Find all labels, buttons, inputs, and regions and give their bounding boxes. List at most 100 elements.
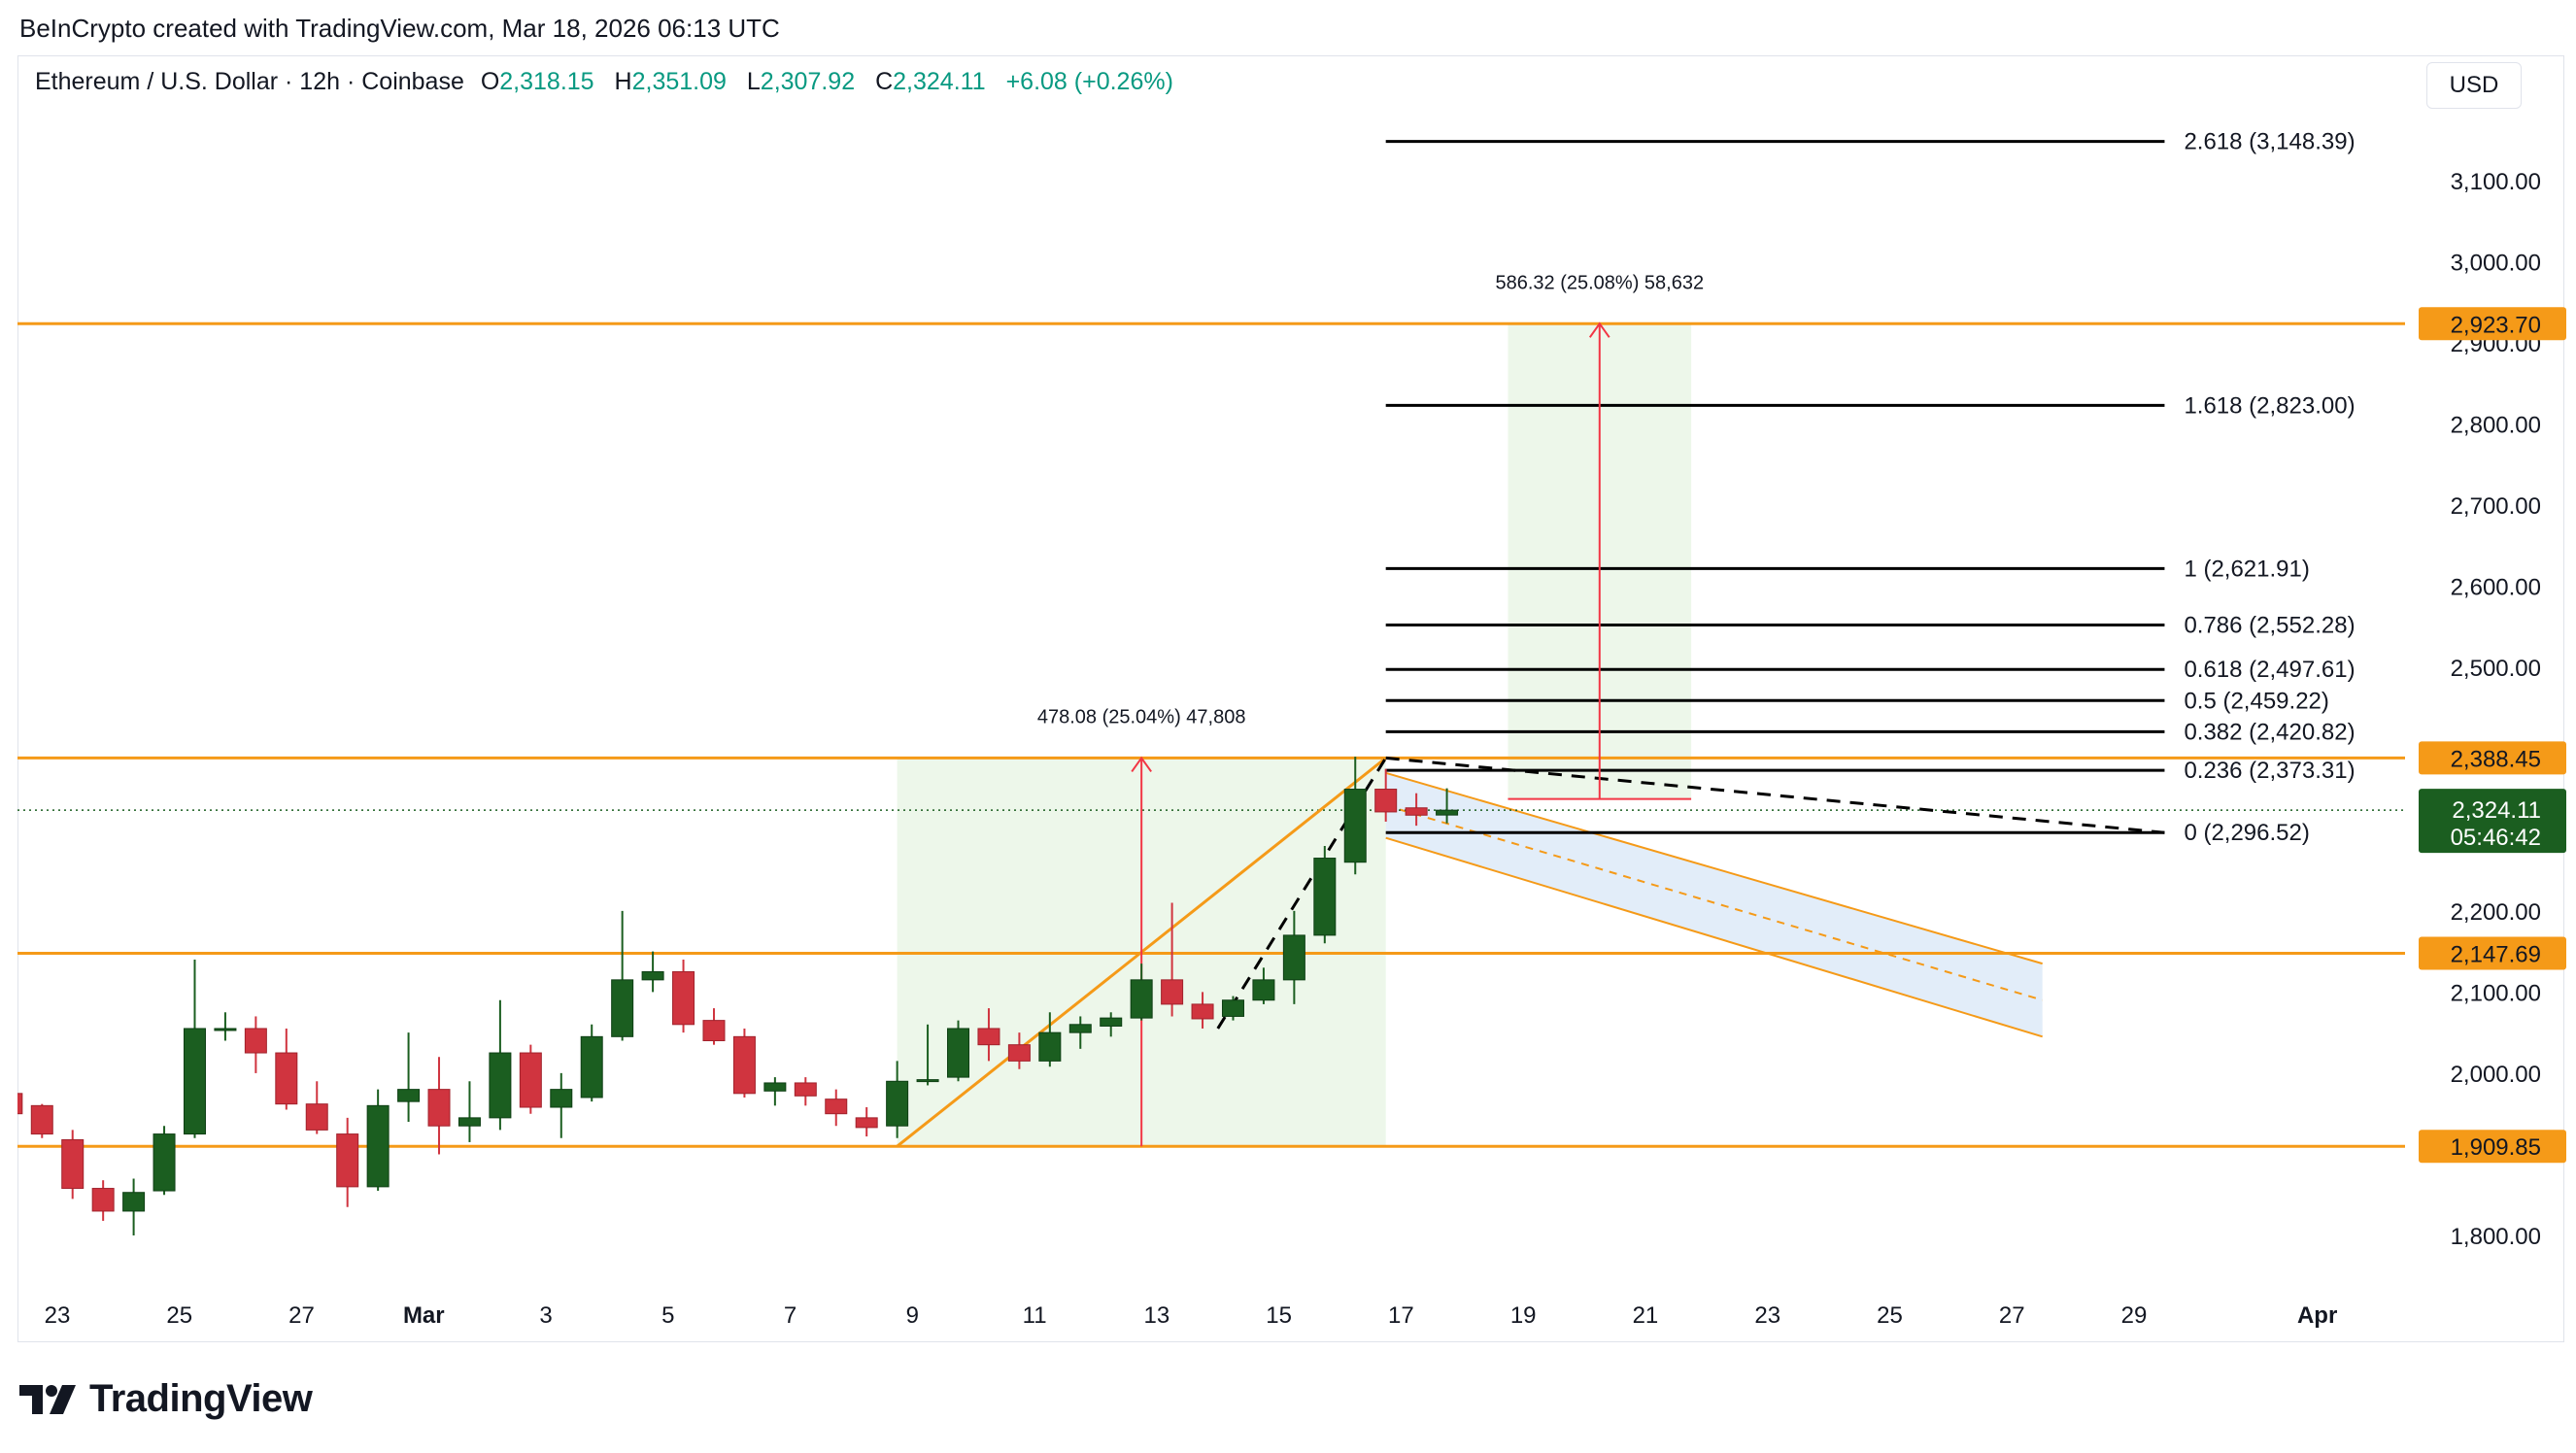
ohlc-close-value: 2,324.11 <box>893 68 986 95</box>
candle <box>153 1126 176 1196</box>
candle-body <box>489 1052 512 1119</box>
candle <box>1374 768 1398 822</box>
candle-body <box>1343 789 1367 863</box>
level-price-tag-3 <box>2419 1130 2566 1164</box>
candle <box>183 959 206 1138</box>
y-tick-label-6: 2,700.00 <box>2451 493 2541 520</box>
fib-level-label-6: 0.382 (2,420.82) <box>2184 719 2355 745</box>
plot-area: 2.618 (3,148.39) 1.618 (2,823.00) 1 (2,621… <box>17 129 2405 1235</box>
candle <box>550 1072 573 1138</box>
y-tick-label-4: 2,500.00 <box>2451 656 2541 682</box>
candle <box>611 910 634 1041</box>
candle-body <box>366 1104 390 1188</box>
candle <box>30 1103 53 1138</box>
x-tick-label-16: 27 <box>1999 1302 2025 1329</box>
candle <box>702 1008 726 1045</box>
candle-body <box>732 1035 756 1095</box>
fib-level-label-2: 1 (2,621.91) <box>2184 556 2309 582</box>
x-tick-label-18: Apr <box>2297 1302 2337 1329</box>
level-price-tag-label-3: 1,909.85 <box>2451 1134 2541 1161</box>
price-axis: 1,800.00 2,000.00 2,100.00 2,200.00 2,500.00… <box>2419 169 2566 1250</box>
candle-body <box>17 1093 23 1115</box>
candle <box>641 951 664 993</box>
x-tick-label-11: 17 <box>1388 1302 1414 1329</box>
candle <box>519 1044 542 1114</box>
candle <box>1252 967 1275 1004</box>
candle-body <box>550 1089 573 1108</box>
candle-body <box>1374 789 1398 813</box>
x-tick-label-4: 3 <box>539 1302 552 1329</box>
candle-body <box>1038 1031 1062 1062</box>
candle <box>427 1057 451 1155</box>
x-tick-label-0: 23 <box>45 1302 71 1329</box>
y-tick-label-1: 2,000.00 <box>2451 1062 2541 1088</box>
ohlc-change: +6.08 (+0.26%) <box>1005 68 1173 95</box>
y-tick-label-9: 3,000.00 <box>2451 251 2541 277</box>
legend-ohlc: Ethereum / U.S. Dollar · 12h · Coinbase … <box>35 68 1187 96</box>
candle <box>275 1028 298 1110</box>
y-tick-label-5: 2,600.00 <box>2451 575 2541 601</box>
candle <box>1038 1012 1062 1067</box>
candle <box>1313 846 1337 944</box>
candle <box>91 1180 115 1221</box>
candle-body <box>1436 809 1459 816</box>
candle <box>458 1081 481 1142</box>
candle-body <box>794 1082 817 1097</box>
candle <box>1100 1012 1123 1037</box>
candle <box>366 1089 390 1192</box>
x-tick-label-9: 13 <box>1144 1302 1170 1329</box>
candle <box>1405 793 1428 827</box>
x-tick-label-10: 15 <box>1266 1302 1292 1329</box>
candle-body <box>183 1028 206 1135</box>
candle-body <box>1068 1024 1092 1033</box>
ohlc-close-key: C <box>875 68 894 95</box>
x-tick-label-6: 7 <box>784 1302 797 1329</box>
candle-body <box>1100 1017 1123 1027</box>
candle <box>61 1130 85 1200</box>
candle-body <box>30 1104 53 1135</box>
candle <box>122 1178 146 1235</box>
fib-level-label-1: 1.618 (2,823.00) <box>2184 392 2355 419</box>
candle-body <box>397 1089 421 1102</box>
candle-body <box>825 1098 848 1115</box>
x-tick-label-5: 5 <box>661 1302 674 1329</box>
candle <box>916 1024 939 1086</box>
current-price-tag <box>2419 789 2566 854</box>
candle <box>947 1020 970 1082</box>
candle <box>1436 788 1459 824</box>
x-tick-label-15: 25 <box>1877 1302 1903 1329</box>
chart-credit: BeInCrypto created with TradingView.com,… <box>19 14 780 43</box>
candle <box>1068 1016 1092 1049</box>
x-tick-label-13: 21 <box>1633 1302 1659 1329</box>
ohlc-open-value: 2,318.15 <box>499 68 594 95</box>
candle-body <box>214 1028 237 1031</box>
ohlc-high-key: H <box>614 68 632 95</box>
candle-body <box>1221 999 1244 1017</box>
candle-body <box>672 971 695 1026</box>
candle <box>580 1024 603 1102</box>
candle-body <box>611 979 634 1037</box>
candle <box>977 1008 1000 1062</box>
currency-button[interactable]: USD <box>2426 62 2522 109</box>
candle <box>763 1077 787 1106</box>
candle <box>336 1117 359 1207</box>
candle-body <box>977 1028 1000 1046</box>
symbol-description[interactable]: Ethereum / U.S. Dollar · 12h · Coinbase <box>35 68 464 95</box>
candle-body <box>1161 979 1184 1005</box>
fib-level-label-7: 0.236 (2,373.31) <box>2184 758 2355 784</box>
candle <box>244 1016 267 1073</box>
candle-body <box>947 1028 970 1078</box>
measure-arrowhead-0 <box>1131 756 1152 772</box>
x-tick-label-1: 25 <box>166 1302 192 1329</box>
x-tick-label-8: 11 <box>1023 1302 1047 1329</box>
candle-body <box>1130 979 1153 1019</box>
candle-body <box>886 1080 909 1127</box>
channel-lower-line <box>1385 836 2043 1038</box>
measure-label-0: 478.08 (25.04%) 47,808 <box>1037 706 1246 727</box>
candle <box>397 1032 421 1123</box>
candle-body <box>153 1133 176 1192</box>
time-axis: 23 25 27 Mar 3 5 7 9 11 13 15 17 19 21 23 25 27 29 Apr <box>45 1302 2338 1329</box>
fib-level-label-4: 0.618 (2,497.61) <box>2184 657 2355 683</box>
candle <box>672 959 695 1033</box>
